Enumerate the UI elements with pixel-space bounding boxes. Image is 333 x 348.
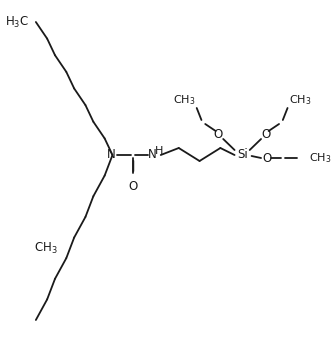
Text: CH$_3$: CH$_3$ xyxy=(309,151,332,165)
Text: CH$_3$: CH$_3$ xyxy=(289,93,311,107)
Text: N: N xyxy=(148,148,157,160)
Text: O: O xyxy=(129,180,138,193)
Text: CH$_3$: CH$_3$ xyxy=(34,240,58,255)
Text: Si: Si xyxy=(238,149,248,161)
Text: H$_3$C: H$_3$C xyxy=(5,15,29,30)
Text: CH$_3$: CH$_3$ xyxy=(173,93,196,107)
Text: O: O xyxy=(214,127,223,141)
Text: O: O xyxy=(262,152,271,166)
Text: O: O xyxy=(261,127,270,141)
Text: H: H xyxy=(155,146,163,156)
Text: N: N xyxy=(107,148,116,160)
